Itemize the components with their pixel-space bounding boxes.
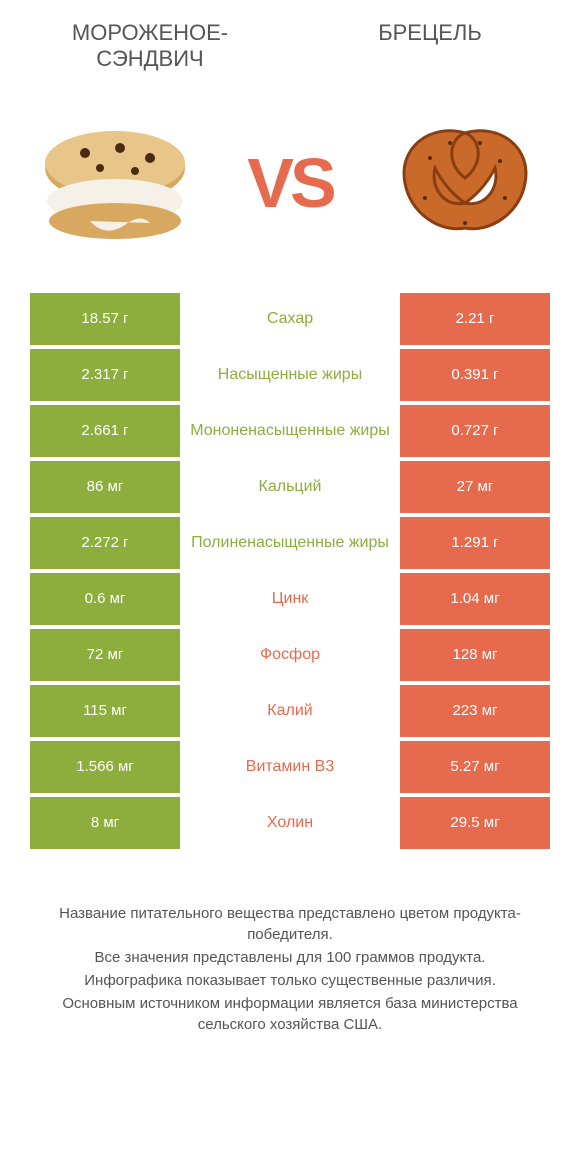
footer-notes: Название питательного вещества представл… [0,853,580,1057]
value-left: 18.57 г [30,293,180,345]
nutrient-label: Витамин B3 [180,741,400,793]
value-right: 0.727 г [400,405,550,457]
nutrient-label: Насыщенные жиры [180,349,400,401]
nutrient-label: Фосфор [180,629,400,681]
value-left: 0.6 мг [30,573,180,625]
value-right: 1.04 мг [400,573,550,625]
nutrient-label: Сахар [180,293,400,345]
value-right: 128 мг [400,629,550,681]
value-left: 115 мг [30,685,180,737]
nutrient-label: Полиненасыщенные жиры [180,517,400,569]
nutrient-label: Кальций [180,461,400,513]
value-right: 223 мг [400,685,550,737]
table-row: 115 мгКалий223 мг [30,685,550,737]
images-row: VS [0,83,580,293]
table-row: 8 мгХолин29.5 мг [30,797,550,849]
table-row: 2.272 гПолиненасыщенные жиры1.291 г [30,517,550,569]
title-left: МОРОЖЕНОЕ-СЭНДВИЧ [40,20,260,73]
comparison-table: 18.57 гСахар2.21 г2.317 гНасыщенные жиры… [0,293,580,849]
header: МОРОЖЕНОЕ-СЭНДВИЧ БРЕЦЕЛЬ [0,0,580,83]
pretzel-icon [380,113,550,253]
table-row: 2.317 гНасыщенные жиры0.391 г [30,349,550,401]
value-left: 72 мг [30,629,180,681]
value-right: 29.5 мг [400,797,550,849]
table-row: 72 мгФосфор128 мг [30,629,550,681]
value-left: 2.661 г [30,405,180,457]
footer-line: Инфографика показывает только существенн… [30,970,550,991]
table-row: 18.57 гСахар2.21 г [30,293,550,345]
value-left: 1.566 мг [30,741,180,793]
value-left: 86 мг [30,461,180,513]
value-right: 1.291 г [400,517,550,569]
table-row: 2.661 гМононенасыщенные жиры0.727 г [30,405,550,457]
table-row: 0.6 мгЦинк1.04 мг [30,573,550,625]
nutrient-label: Цинк [180,573,400,625]
value-left: 8 мг [30,797,180,849]
vs-label: VS [247,143,332,223]
value-right: 0.391 г [400,349,550,401]
nutrient-label: Калий [180,685,400,737]
table-row: 86 мгКальций27 мг [30,461,550,513]
footer-line: Основным источником информации является … [30,993,550,1035]
footer-line: Все значения представлены для 100 граммо… [30,947,550,968]
value-left: 2.272 г [30,517,180,569]
nutrient-label: Мононенасыщенные жиры [180,405,400,457]
footer-line: Название питательного вещества представл… [30,903,550,945]
value-left: 2.317 г [30,349,180,401]
value-right: 27 мг [400,461,550,513]
title-right: БРЕЦЕЛЬ [320,20,540,73]
ice-cream-sandwich-icon [30,113,200,253]
nutrient-label: Холин [180,797,400,849]
table-row: 1.566 мгВитамин B35.27 мг [30,741,550,793]
value-right: 5.27 мг [400,741,550,793]
value-right: 2.21 г [400,293,550,345]
